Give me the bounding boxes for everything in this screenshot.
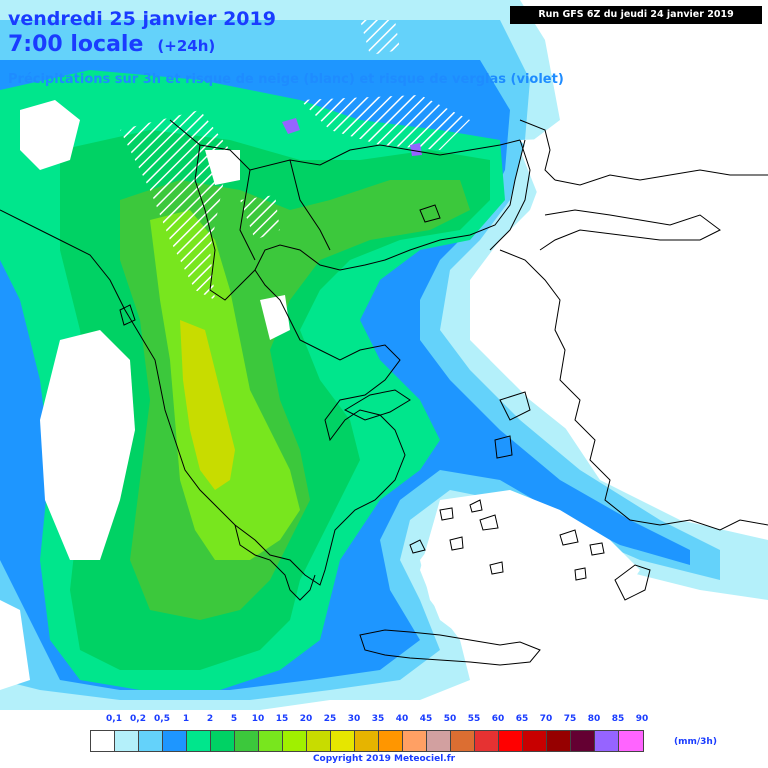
- coastline-marmara: [539, 209, 721, 251]
- legend-label: 40: [395, 714, 409, 724]
- dry-zone-aegean: [420, 490, 640, 650]
- legend-swatch: [211, 731, 235, 751]
- legend-label: 1: [182, 714, 190, 724]
- legend-label: 85: [611, 714, 625, 724]
- coastline-rhodes: [614, 564, 651, 601]
- dry-zone-west: [20, 100, 80, 170]
- legend-swatch: [499, 731, 523, 751]
- legend-swatch: [331, 731, 355, 751]
- legend-swatch: [595, 731, 619, 751]
- snow-risk-area-4: [360, 20, 400, 55]
- legend-unit: (mm/3h): [674, 737, 717, 747]
- legend-label: 0,2: [130, 714, 146, 724]
- forecast-time-label: 7:00 locale: [8, 32, 144, 57]
- forecast-offset: (+24h): [157, 37, 216, 55]
- snow-risk-area-3: [240, 195, 280, 240]
- coastline-dodecanese: [559, 529, 605, 581]
- legend-label: 65: [515, 714, 529, 724]
- dry-zone-turkey: [480, 130, 768, 520]
- legend-swatch: [259, 731, 283, 751]
- legend-label: 90: [635, 714, 649, 724]
- dry-zone-south: [0, 600, 30, 690]
- legend-label: 25: [323, 714, 337, 724]
- borders-and-coastlines: [0, 119, 768, 666]
- legend-label: 45: [419, 714, 433, 724]
- ice-risk-area: [282, 118, 300, 134]
- legend-label: 50: [443, 714, 457, 724]
- legend-swatch: [523, 731, 547, 751]
- run-info-box: Run GFS 6Z du jeudi 24 janvier 2019: [510, 6, 762, 24]
- legend-label: 75: [563, 714, 577, 724]
- dry-zone-east-tail: [700, 600, 768, 710]
- legend-swatch: [355, 731, 379, 751]
- forecast-time: 7:00 locale (+24h): [8, 32, 215, 57]
- coastline-crete: [359, 629, 541, 666]
- coastline-chios: [494, 435, 513, 459]
- legend-swatch: [139, 731, 163, 751]
- snow-risk-area: [120, 110, 230, 300]
- coastline-turkey: [499, 169, 768, 531]
- legend-swatch: [547, 731, 571, 751]
- precip-max: [180, 320, 235, 490]
- legend-swatch: [379, 731, 403, 751]
- ice-risk-area-2: [410, 143, 422, 156]
- legend-swatch: [475, 731, 499, 751]
- legend-swatch: [307, 731, 331, 751]
- legend-label: 2: [206, 714, 214, 724]
- legend-label: 70: [539, 714, 553, 724]
- coastline-corfu: [119, 304, 136, 326]
- legend-swatch: [163, 731, 187, 751]
- coastline-peloponnese: [234, 524, 316, 601]
- border-turkey: [489, 119, 556, 251]
- coastline-lesvos: [499, 391, 531, 421]
- dry-zone-west-2: [40, 330, 135, 560]
- legend-label: 80: [587, 714, 601, 724]
- legend-label: 60: [491, 714, 505, 724]
- legend-label: 10: [251, 714, 265, 724]
- legend-swatch: [427, 731, 451, 751]
- legend-label: 35: [371, 714, 385, 724]
- legend-color-bar: [90, 730, 644, 752]
- dry-zone-gulf: [260, 295, 290, 340]
- precip-lime: [150, 210, 300, 560]
- legend-labels: 0,1 0,2 0,5 1 2 5 10 15 20 25 30 35 40 45 50 55 60 65 70 75…: [90, 714, 670, 726]
- legend-label: 55: [467, 714, 481, 724]
- legend-swatch: [115, 731, 139, 751]
- forecast-date: vendredi 25 janvier 2019: [8, 8, 276, 30]
- legend-label: 30: [347, 714, 361, 724]
- legend-label: 0,1: [106, 714, 122, 724]
- coastline-cyclades: [409, 499, 504, 575]
- legend-label: 0,5: [154, 714, 170, 724]
- legend-swatch: [283, 731, 307, 751]
- map-subtitle: Précipitations sur 3h et risque de neige…: [8, 72, 564, 87]
- snow-risk-area-2: [300, 95, 470, 150]
- copyright: Copyright 2019 Meteociel.fr: [312, 754, 456, 764]
- legend-swatch: [91, 731, 115, 751]
- legend-swatch: [451, 731, 475, 751]
- coastline-balkans: [0, 139, 526, 586]
- legend-swatch: [403, 731, 427, 751]
- legend-swatch: [619, 731, 643, 751]
- coastline-euboea: [343, 389, 411, 421]
- border-inner: [194, 144, 331, 301]
- legend-swatch: [235, 731, 259, 751]
- legend-swatch: [571, 731, 595, 751]
- legend-label: 20: [299, 714, 313, 724]
- coastline-thassos: [419, 204, 441, 223]
- legend-label: 5: [230, 714, 238, 724]
- legend-swatch: [187, 731, 211, 751]
- legend-label: 15: [275, 714, 289, 724]
